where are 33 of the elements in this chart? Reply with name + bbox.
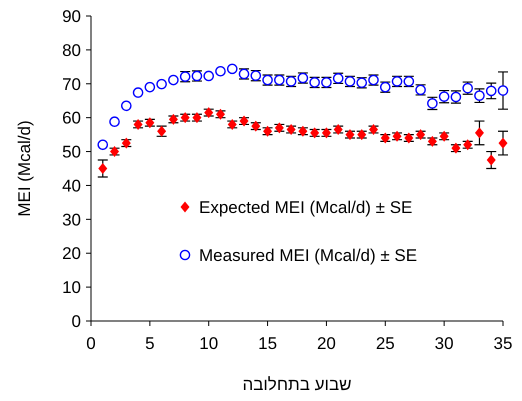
y-tick-label: 40 bbox=[62, 176, 81, 196]
y-tick-label: 20 bbox=[62, 244, 81, 264]
point bbox=[132, 87, 144, 98]
x-tick-label: 30 bbox=[434, 334, 454, 353]
y-tick-label: 80 bbox=[62, 40, 81, 60]
y-tick-label: 50 bbox=[62, 142, 81, 162]
y-tick-label: 0 bbox=[72, 312, 81, 331]
point bbox=[168, 74, 179, 86]
x-tick-label: 10 bbox=[199, 334, 218, 353]
point bbox=[121, 100, 132, 112]
x-tick-label: 35 bbox=[494, 334, 512, 353]
point bbox=[215, 66, 226, 77]
point bbox=[144, 82, 156, 92]
legend-label: Expected MEI (Mcal/d) ± SE bbox=[199, 198, 412, 217]
point bbox=[109, 116, 120, 128]
y-tick-label: 30 bbox=[62, 210, 81, 230]
x-tick-label: 15 bbox=[258, 334, 278, 353]
point bbox=[156, 78, 167, 90]
x-tick-label: 20 bbox=[316, 334, 336, 353]
legend-label: Measured MEI (Mcal/d) ± SE bbox=[199, 246, 418, 265]
y-tick-label: 90 bbox=[62, 7, 81, 26]
y-axis-title: MEI (Mcal/d) bbox=[15, 120, 34, 217]
point bbox=[97, 139, 108, 150]
y-tick-label: 10 bbox=[62, 278, 81, 298]
x-tick-label: 25 bbox=[376, 334, 395, 353]
x-tick-label: 0 bbox=[86, 334, 96, 353]
point bbox=[498, 85, 508, 96]
point bbox=[226, 64, 238, 74]
x-tick-label: 5 bbox=[145, 334, 155, 353]
point bbox=[203, 70, 214, 82]
y-tick-label: 70 bbox=[62, 74, 81, 94]
x-axis-title: שבוע בתחלובה bbox=[242, 375, 352, 394]
y-tick-label: 60 bbox=[62, 108, 81, 128]
